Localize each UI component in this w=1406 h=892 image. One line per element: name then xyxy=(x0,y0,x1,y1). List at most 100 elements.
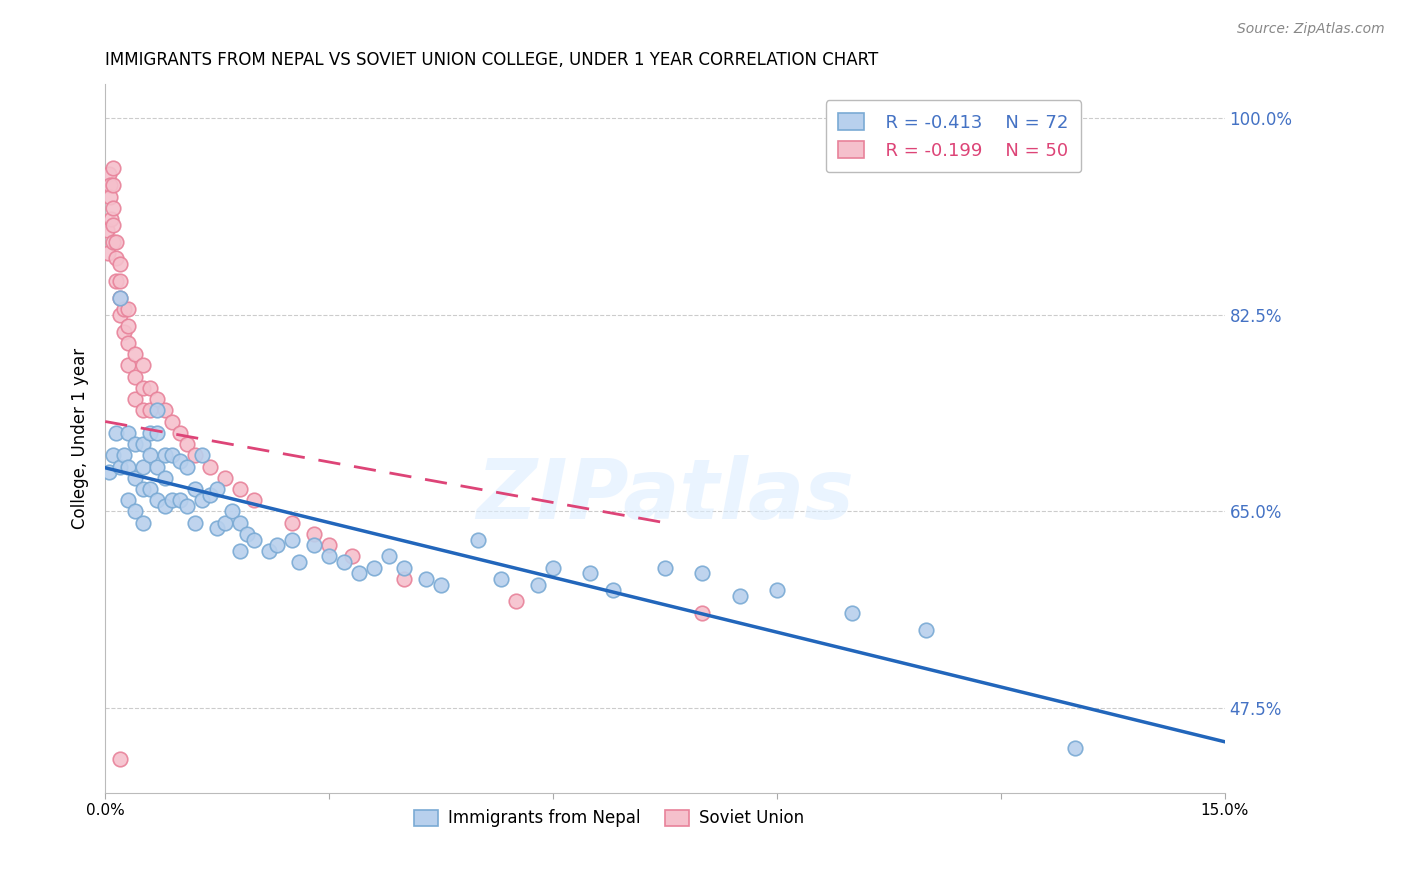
Point xyxy=(228,482,250,496)
Point xyxy=(139,448,162,462)
Point xyxy=(124,369,146,384)
Point xyxy=(105,235,128,249)
Point xyxy=(318,549,340,564)
Text: ZIPatlas: ZIPatlas xyxy=(477,455,853,535)
Point xyxy=(117,493,139,508)
Point xyxy=(101,218,124,232)
Point xyxy=(191,448,214,462)
Point xyxy=(97,167,120,181)
Point xyxy=(430,577,453,591)
Point xyxy=(101,161,124,176)
Point xyxy=(766,583,789,598)
Point xyxy=(198,459,221,474)
Point xyxy=(333,555,356,569)
Point xyxy=(97,465,120,479)
Point xyxy=(108,752,131,766)
Point xyxy=(131,359,153,373)
Point xyxy=(117,425,139,440)
Point xyxy=(176,437,198,451)
Point xyxy=(117,318,139,333)
Point xyxy=(139,482,162,496)
Point xyxy=(169,425,191,440)
Point xyxy=(841,606,863,620)
Point xyxy=(117,301,139,316)
Point xyxy=(112,301,135,316)
Point xyxy=(243,533,266,547)
Point xyxy=(108,308,131,322)
Point xyxy=(105,425,128,440)
Point xyxy=(108,291,131,305)
Point xyxy=(153,403,176,417)
Point xyxy=(505,594,527,608)
Point xyxy=(100,189,122,203)
Point xyxy=(153,499,176,513)
Point xyxy=(392,560,415,574)
Point xyxy=(347,566,370,581)
Point xyxy=(690,566,713,581)
Point xyxy=(228,544,250,558)
Point xyxy=(191,493,214,508)
Point xyxy=(363,560,385,574)
Point xyxy=(108,257,131,271)
Point xyxy=(108,274,131,288)
Point xyxy=(541,560,564,574)
Point xyxy=(243,493,266,508)
Point xyxy=(281,533,304,547)
Point xyxy=(489,572,512,586)
Point xyxy=(124,471,146,485)
Point xyxy=(108,291,131,305)
Point xyxy=(146,459,169,474)
Point xyxy=(184,516,207,530)
Point xyxy=(146,493,169,508)
Point xyxy=(131,516,153,530)
Point xyxy=(153,471,176,485)
Point xyxy=(221,504,243,518)
Point xyxy=(101,235,124,249)
Point xyxy=(288,555,311,569)
Point xyxy=(162,493,184,508)
Point xyxy=(579,566,602,581)
Point xyxy=(392,572,415,586)
Text: Source: ZipAtlas.com: Source: ZipAtlas.com xyxy=(1237,22,1385,37)
Point xyxy=(236,527,259,541)
Point xyxy=(105,252,128,266)
Point xyxy=(146,392,169,406)
Point xyxy=(131,437,153,451)
Point xyxy=(112,448,135,462)
Point xyxy=(176,499,198,513)
Point xyxy=(131,381,153,395)
Point xyxy=(266,538,288,552)
Point xyxy=(101,448,124,462)
Point xyxy=(162,448,184,462)
Point xyxy=(153,448,176,462)
Point xyxy=(117,459,139,474)
Y-axis label: College, Under 1 year: College, Under 1 year xyxy=(72,348,89,529)
Point xyxy=(654,560,676,574)
Point xyxy=(97,245,120,260)
Point xyxy=(340,549,363,564)
Point xyxy=(728,589,751,603)
Point xyxy=(131,482,153,496)
Point xyxy=(205,482,228,496)
Point xyxy=(378,549,401,564)
Point xyxy=(467,533,489,547)
Point xyxy=(214,516,236,530)
Point xyxy=(124,392,146,406)
Point xyxy=(228,516,250,530)
Point xyxy=(124,437,146,451)
Point xyxy=(100,212,122,227)
Point xyxy=(1064,740,1087,755)
Point xyxy=(162,415,184,429)
Point xyxy=(131,403,153,417)
Point xyxy=(146,403,169,417)
Point xyxy=(169,454,191,468)
Point xyxy=(690,606,713,620)
Point xyxy=(146,425,169,440)
Legend: Immigrants from Nepal, Soviet Union: Immigrants from Nepal, Soviet Union xyxy=(408,803,810,834)
Point xyxy=(184,448,207,462)
Point xyxy=(302,527,325,541)
Point xyxy=(96,223,118,237)
Point xyxy=(527,577,550,591)
Point xyxy=(318,538,340,552)
Point xyxy=(184,482,207,496)
